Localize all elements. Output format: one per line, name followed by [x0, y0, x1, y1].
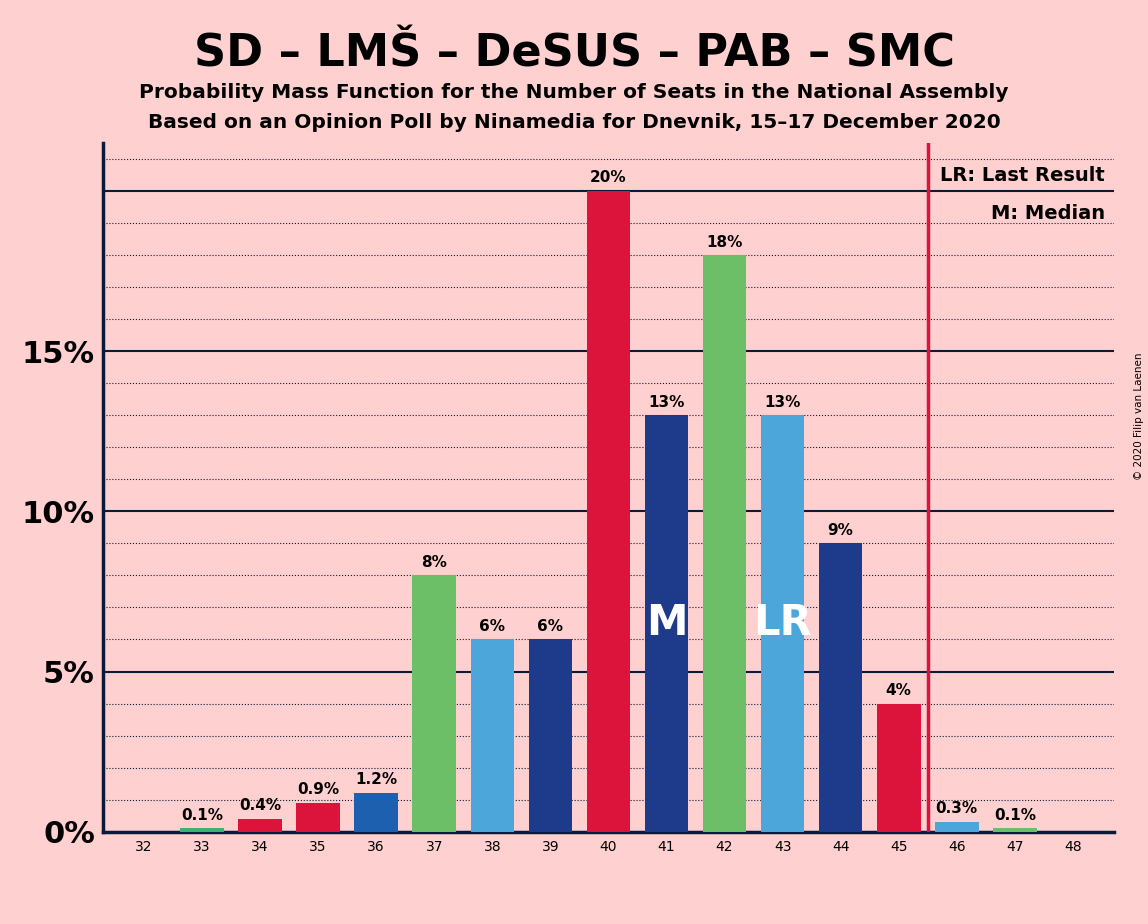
- Bar: [993, 829, 1037, 832]
- Text: 0.4%: 0.4%: [239, 798, 281, 813]
- Text: 0.9%: 0.9%: [297, 782, 339, 797]
- Bar: [703, 255, 746, 832]
- Text: 8%: 8%: [421, 554, 448, 570]
- Text: Based on an Opinion Poll by Ninamedia for Dnevnik, 15–17 December 2020: Based on an Opinion Poll by Ninamedia fo…: [148, 113, 1000, 132]
- Text: 13%: 13%: [649, 395, 684, 409]
- Text: 1.2%: 1.2%: [355, 772, 397, 787]
- Text: Probability Mass Function for the Number of Seats in the National Assembly: Probability Mass Function for the Number…: [139, 83, 1009, 103]
- Text: 18%: 18%: [706, 235, 743, 249]
- Text: LR: LR: [753, 602, 812, 644]
- Text: 20%: 20%: [590, 171, 627, 186]
- Text: 4%: 4%: [886, 683, 912, 698]
- Text: 6%: 6%: [480, 619, 505, 634]
- Bar: [528, 639, 572, 832]
- Text: 9%: 9%: [828, 523, 854, 538]
- Bar: [180, 829, 224, 832]
- Bar: [819, 543, 862, 832]
- Text: M: M: [645, 602, 688, 644]
- Text: 0.3%: 0.3%: [936, 801, 978, 816]
- Text: M: Median: M: Median: [991, 204, 1104, 223]
- Text: 13%: 13%: [765, 395, 801, 409]
- Bar: [412, 576, 456, 832]
- Text: © 2020 Filip van Laenen: © 2020 Filip van Laenen: [1134, 352, 1143, 480]
- Bar: [587, 191, 630, 832]
- Bar: [471, 639, 514, 832]
- Bar: [645, 416, 689, 832]
- Bar: [877, 703, 921, 832]
- Text: LR: Last Result: LR: Last Result: [940, 165, 1104, 185]
- Bar: [296, 803, 340, 832]
- Bar: [355, 793, 398, 832]
- Bar: [934, 822, 978, 832]
- Text: 0.1%: 0.1%: [181, 808, 223, 822]
- Text: 6%: 6%: [537, 619, 564, 634]
- Text: SD – LMŠ – DeSUS – PAB – SMC: SD – LMŠ – DeSUS – PAB – SMC: [194, 32, 954, 76]
- Bar: [239, 819, 282, 832]
- Text: 0.1%: 0.1%: [994, 808, 1035, 822]
- Bar: [761, 416, 805, 832]
